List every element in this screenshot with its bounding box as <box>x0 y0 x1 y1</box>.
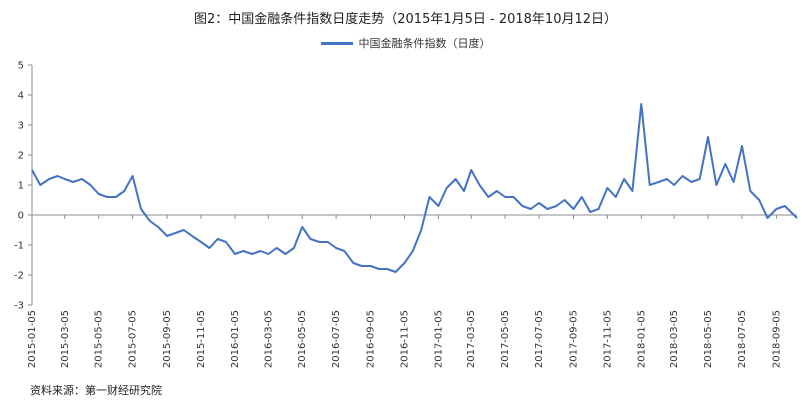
chart-legend: 中国金融条件指数（日度） <box>0 35 811 51</box>
x-tick-label: 2015-01-05 <box>27 310 38 368</box>
legend-label: 中国金融条件指数（日度） <box>358 37 491 50</box>
legend-swatch <box>320 41 353 45</box>
x-tick-label: 2015-09-05 <box>162 310 173 368</box>
x-tick-label: 2017-07-05 <box>534 310 545 368</box>
x-tick-label: 2015-11-05 <box>196 310 207 368</box>
y-tick-label: 5 <box>18 61 24 72</box>
x-tick-label: 2017-09-05 <box>569 310 580 368</box>
y-tick-label: -2 <box>14 271 24 282</box>
y-tick-label: 0 <box>18 211 24 222</box>
series-line <box>31 103 798 273</box>
y-tick-label: 2 <box>18 151 24 162</box>
x-tick-label: 2018-01-05 <box>636 310 647 368</box>
x-tick-label: 2016-05-05 <box>297 310 308 368</box>
chart-title: 图2：中国金融条件指数日度走势（2015年1月5日 - 2018年10月12日） <box>193 12 618 27</box>
x-tick-label: 2018-05-05 <box>703 310 714 368</box>
x-tick-label: 2015-03-05 <box>60 310 71 368</box>
x-tick-label: 2015-05-05 <box>94 310 105 368</box>
source-note: 资料来源：第一财经研究院 <box>30 384 162 397</box>
x-tick-label: 2016-01-05 <box>230 310 241 368</box>
x-tick-label: 2017-03-05 <box>466 310 477 368</box>
x-tick-label: 2016-09-05 <box>366 310 377 368</box>
y-tick-label: 1 <box>18 181 24 192</box>
x-tick-label: 2016-11-05 <box>399 310 410 368</box>
x-tick-label: 2016-07-05 <box>331 310 342 368</box>
x-tick-label: 2018-07-05 <box>737 310 748 368</box>
x-tick-label: 2018-03-05 <box>669 310 680 368</box>
x-tick-label: 2016-03-05 <box>263 310 274 368</box>
y-tick-label: -3 <box>14 301 24 312</box>
y-tick-label: -1 <box>14 241 24 252</box>
x-tick-label: 2017-01-05 <box>433 310 444 368</box>
y-tick-label: 3 <box>18 121 24 132</box>
x-tick-label: 2017-05-05 <box>500 310 511 368</box>
y-tick-label: 4 <box>18 91 24 102</box>
x-tick-label: 2015-07-05 <box>128 310 139 368</box>
x-tick-label: 2017-11-05 <box>602 310 613 368</box>
x-tick-label: 2018-09-05 <box>771 310 782 368</box>
